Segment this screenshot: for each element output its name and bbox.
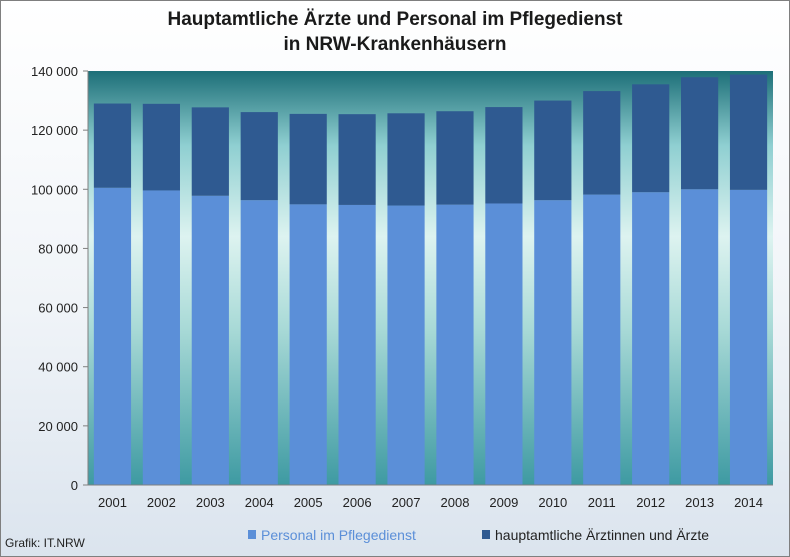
bar-aerzte-2001 [93,103,132,188]
y-tick-label: 100 000 [31,182,78,197]
x-tick-label: 2002 [147,495,176,510]
bar-aerzte-2005 [289,113,327,205]
legend-label: hauptamtliche Ärztinnen und Ärzte [495,527,709,543]
bar-aerzte-2003 [191,107,229,196]
bar-aerzte-2014 [729,74,768,190]
x-tick-label: 2008 [441,495,470,510]
y-tick-label: 80 000 [38,241,78,256]
x-tick-label: 2001 [98,495,127,510]
bar-pflegedienst-2011 [583,194,621,486]
bar-aerzte-2012 [632,84,670,193]
bar-pflegedienst-2005 [289,204,327,485]
bar-aerzte-2008 [436,111,474,205]
bar-aerzte-2006 [338,114,376,205]
y-tick-label: 40 000 [38,360,78,375]
chart-title-line-1: Hauptamtliche Ärzte und Personal im Pfle… [167,9,623,30]
y-tick-label: 60 000 [38,301,78,316]
y-tick-label: 20 000 [38,419,78,434]
x-tick-label: 2014 [734,495,763,510]
plot-area [88,71,773,485]
bar-pflegedienst-2013 [681,189,719,486]
x-tick-label: 2006 [343,495,372,510]
x-tick-label: 2003 [196,495,225,510]
bar-pflegedienst-2007 [387,205,425,486]
chart-title: Hauptamtliche Ärzte und Personal im Pfle… [1,7,789,57]
y-tick-label: 140 000 [31,64,78,79]
bar-aerzte-2002 [142,103,180,191]
legend-swatch [482,530,490,539]
x-tick-label: 2010 [538,495,567,510]
bar-pflegedienst-2006 [338,204,376,485]
y-tick-label: 120 000 [31,123,78,138]
legend-label: Personal im Pflegedienst [261,527,416,543]
x-tick-label: 2007 [392,495,421,510]
bar-pflegedienst-2001 [93,187,132,485]
source-credit: Grafik: IT.NRW [5,536,85,550]
bar-pflegedienst-2012 [632,192,670,486]
bar-pflegedienst-2014 [729,189,768,485]
bar-aerzte-2010 [534,100,572,201]
x-tick-label: 2009 [489,495,518,510]
bar-aerzte-2013 [681,77,719,190]
bar-pflegedienst-2002 [142,190,180,485]
y-tick-label: 0 [71,478,78,493]
bar-pflegedienst-2003 [191,195,229,486]
bar-pflegedienst-2008 [436,204,474,485]
bar-aerzte-2004 [240,112,278,201]
bar-aerzte-2007 [387,113,425,206]
x-tick-label: 2012 [636,495,665,510]
x-tick-label: 2004 [245,495,274,510]
bar-pflegedienst-2009 [485,203,523,486]
bar-pflegedienst-2004 [240,200,278,486]
bar-pflegedienst-2010 [534,200,572,486]
chart-title-line-2: in NRW-Krankenhäusern [283,34,507,55]
legend-swatch [248,530,256,539]
x-tick-label: 2005 [294,495,323,510]
x-tick-label: 2011 [588,495,616,510]
bar-aerzte-2011 [583,91,621,195]
x-tick-label: 2013 [685,495,714,510]
bar-aerzte-2009 [485,107,523,204]
